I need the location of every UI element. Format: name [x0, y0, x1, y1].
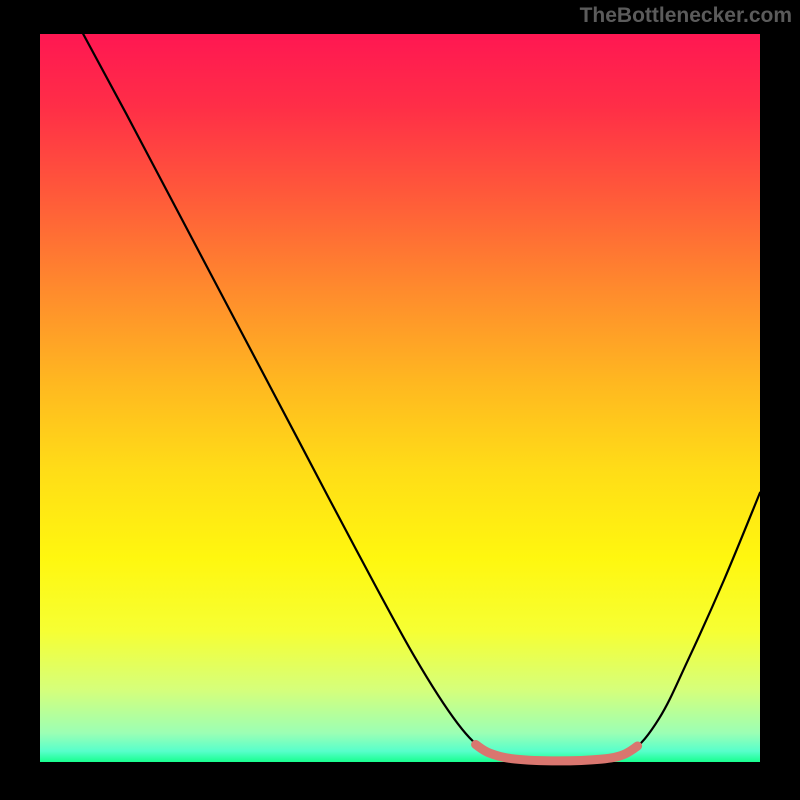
bottleneck-chart: TheBottlenecker.com — [0, 0, 800, 800]
watermark-text: TheBottlenecker.com — [580, 4, 792, 28]
gradient-background — [40, 34, 760, 762]
chart-svg — [0, 0, 800, 800]
